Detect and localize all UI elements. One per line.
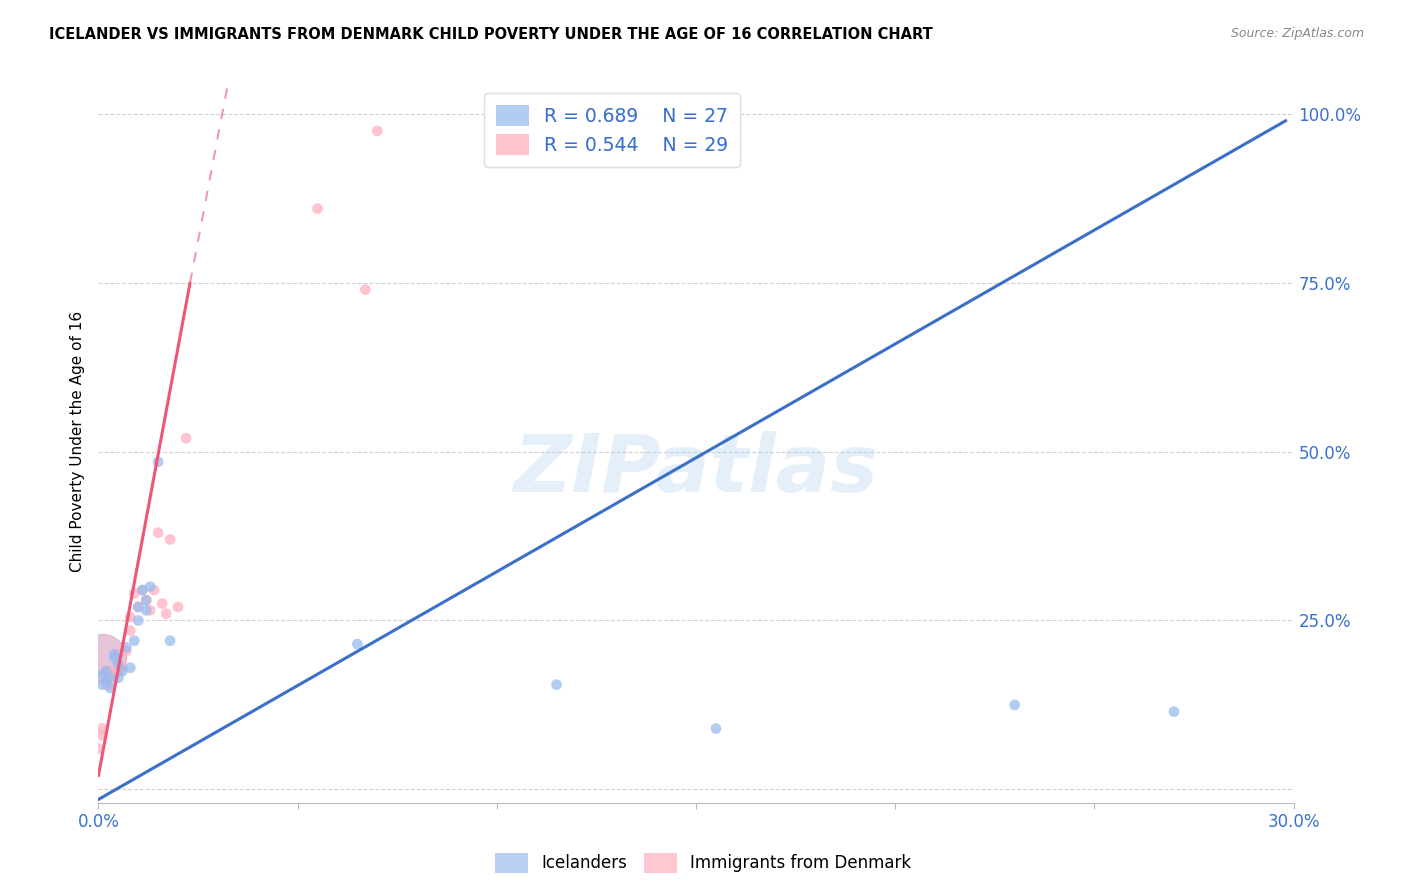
Point	[143, 583, 166, 598]
Y-axis label: Child Poverty Under the Age of 16: Child Poverty Under the Age of 16	[69, 311, 84, 572]
Point	[124, 633, 146, 648]
Point	[155, 607, 177, 621]
Text: ZIPatlas: ZIPatlas	[513, 432, 879, 509]
Point	[1163, 705, 1185, 719]
Point	[159, 533, 181, 547]
Point	[96, 664, 118, 678]
Text: ICELANDER VS IMMIGRANTS FROM DENMARK CHILD POVERTY UNDER THE AGE OF 16 CORRELATI: ICELANDER VS IMMIGRANTS FROM DENMARK CHI…	[49, 27, 934, 42]
Point	[139, 580, 162, 594]
Point	[111, 661, 134, 675]
Point	[98, 671, 122, 685]
Point	[98, 681, 122, 695]
Point	[115, 644, 138, 658]
Point	[91, 667, 114, 681]
Point	[124, 586, 146, 600]
Point	[91, 650, 114, 665]
Point	[127, 599, 149, 614]
Point	[115, 640, 138, 655]
Point	[135, 593, 157, 607]
Point	[91, 650, 114, 665]
Point	[131, 583, 153, 598]
Point	[366, 124, 388, 138]
Point	[150, 597, 173, 611]
Point	[91, 722, 114, 736]
Point	[127, 614, 149, 628]
Point	[135, 593, 157, 607]
Point	[307, 202, 329, 216]
Point	[107, 647, 129, 661]
Point	[107, 664, 129, 678]
Point	[354, 283, 377, 297]
Text: Source: ZipAtlas.com: Source: ZipAtlas.com	[1230, 27, 1364, 40]
Legend: R = 0.689    N = 27, R = 0.544    N = 29: R = 0.689 N = 27, R = 0.544 N = 29	[484, 94, 740, 167]
Point	[148, 525, 170, 540]
Point	[120, 624, 142, 638]
Point	[1004, 698, 1026, 712]
Point	[174, 431, 197, 445]
Point	[139, 603, 162, 617]
Point	[120, 610, 142, 624]
Point	[111, 664, 134, 678]
Point	[127, 599, 149, 614]
Point	[135, 603, 157, 617]
Point	[159, 633, 181, 648]
Point	[131, 583, 153, 598]
Point	[103, 647, 125, 661]
Point	[98, 678, 122, 692]
Point	[103, 650, 125, 665]
Point	[120, 661, 142, 675]
Point	[96, 678, 118, 692]
Point	[346, 637, 368, 651]
Point	[148, 455, 170, 469]
Point	[91, 728, 114, 742]
Point	[546, 678, 568, 692]
Point	[167, 599, 190, 614]
Point	[96, 674, 118, 689]
Point	[103, 667, 125, 681]
Point	[96, 664, 118, 678]
Point	[87, 741, 110, 756]
Point	[704, 722, 727, 736]
Point	[107, 657, 129, 672]
Legend: Icelanders, Immigrants from Denmark: Icelanders, Immigrants from Denmark	[488, 847, 918, 880]
Point	[91, 678, 114, 692]
Point	[98, 664, 122, 678]
Point	[107, 671, 129, 685]
